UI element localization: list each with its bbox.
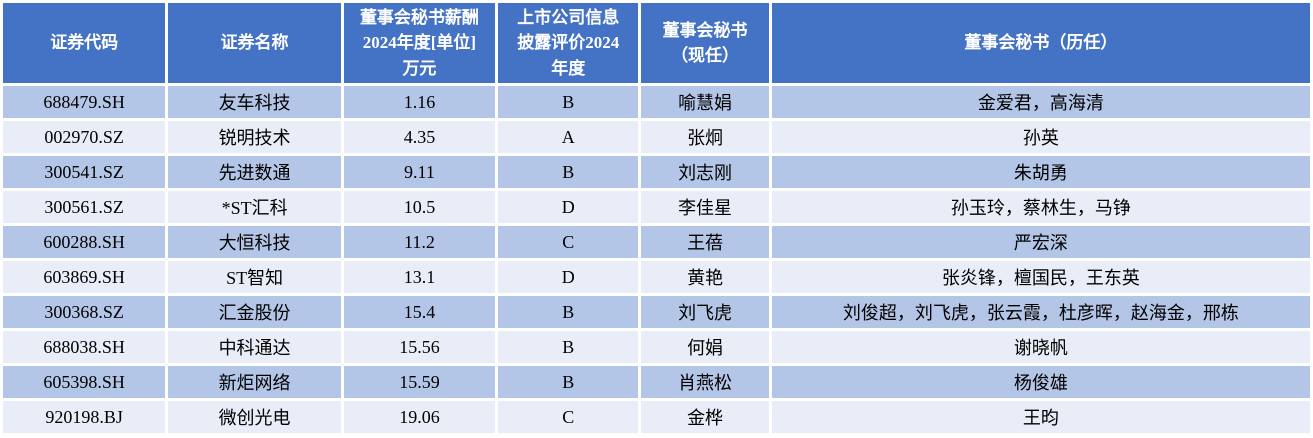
cell-current-secretary: 刘志刚 bbox=[641, 156, 769, 188]
cell-security-code: 300368.SZ bbox=[3, 296, 166, 328]
cell-security-name: 锐明技术 bbox=[168, 121, 341, 153]
cell-former-secretaries: 孙英 bbox=[771, 121, 1310, 153]
cell-former-secretaries: 张炎锋，檀国民，王东英 bbox=[771, 261, 1310, 293]
cell-security-name: ST智知 bbox=[168, 261, 341, 293]
cell-former-secretaries: 孙玉玲，蔡林生，马铮 bbox=[771, 191, 1310, 223]
column-header-salary-2024: 董事会秘书薪酬 2024年度[单位] 万元 bbox=[343, 3, 496, 83]
column-header-current-secretary: 董事会秘书 （现任） bbox=[641, 3, 769, 83]
cell-rating: D bbox=[498, 261, 639, 293]
cell-current-secretary: 刘飞虎 bbox=[641, 296, 769, 328]
cell-current-secretary: 黄艳 bbox=[641, 261, 769, 293]
cell-rating: B bbox=[498, 296, 639, 328]
table-row: 300368.SZ 汇金股份 15.4 B 刘飞虎 刘俊超，刘飞虎，张云霞，杜彦… bbox=[3, 296, 1310, 328]
column-header-disclosure-rating: 上市公司信息 披露评价2024 年度 bbox=[498, 3, 639, 83]
cell-current-secretary: 肖燕松 bbox=[641, 366, 769, 398]
table-row: 603869.SH ST智知 13.1 D 黄艳 张炎锋，檀国民，王东英 bbox=[3, 261, 1310, 293]
cell-salary: 9.11 bbox=[343, 156, 496, 188]
table-row: 600288.SH 大恒科技 11.2 C 王蓓 严宏深 bbox=[3, 226, 1310, 258]
cell-former-secretaries: 严宏深 bbox=[771, 226, 1310, 258]
cell-security-code: 002970.SZ bbox=[3, 121, 166, 153]
cell-security-name: 大恒科技 bbox=[168, 226, 341, 258]
table-row: 688038.SH 中科通达 15.56 B 何娟 谢晓帆 bbox=[3, 331, 1310, 363]
cell-salary: 11.2 bbox=[343, 226, 496, 258]
table-row: 688479.SH 友车科技 1.16 B 喻慧娟 金爱君，高海清 bbox=[3, 86, 1310, 118]
cell-salary: 1.16 bbox=[343, 86, 496, 118]
cell-salary: 10.5 bbox=[343, 191, 496, 223]
cell-rating: C bbox=[498, 401, 639, 433]
cell-security-code: 600288.SH bbox=[3, 226, 166, 258]
table-row: 605398.SH 新炬网络 15.59 B 肖燕松 杨俊雄 bbox=[3, 366, 1310, 398]
cell-security-name: 友车科技 bbox=[168, 86, 341, 118]
cell-current-secretary: 金桦 bbox=[641, 401, 769, 433]
table-body: 688479.SH 友车科技 1.16 B 喻慧娟 金爱君，高海清 002970… bbox=[3, 86, 1310, 433]
cell-former-secretaries: 刘俊超，刘飞虎，张云霞，杜彦晖，赵海金，邢栋 bbox=[771, 296, 1310, 328]
cell-salary: 15.4 bbox=[343, 296, 496, 328]
cell-security-code: 300541.SZ bbox=[3, 156, 166, 188]
cell-security-name: 新炬网络 bbox=[168, 366, 341, 398]
cell-rating: B bbox=[498, 366, 639, 398]
cell-rating: A bbox=[498, 121, 639, 153]
column-header-security-name: 证券名称 bbox=[168, 3, 341, 83]
cell-rating: B bbox=[498, 86, 639, 118]
cell-security-code: 300561.SZ bbox=[3, 191, 166, 223]
cell-current-secretary: 喻慧娟 bbox=[641, 86, 769, 118]
cell-security-name: 先进数通 bbox=[168, 156, 341, 188]
cell-salary: 13.1 bbox=[343, 261, 496, 293]
cell-former-secretaries: 杨俊雄 bbox=[771, 366, 1310, 398]
cell-security-code: 688038.SH bbox=[3, 331, 166, 363]
cell-rating: D bbox=[498, 191, 639, 223]
table-row: 002970.SZ 锐明技术 4.35 A 张炯 孙英 bbox=[3, 121, 1310, 153]
column-header-security-code: 证券代码 bbox=[3, 3, 166, 83]
cell-former-secretaries: 王昀 bbox=[771, 401, 1310, 433]
cell-salary: 15.56 bbox=[343, 331, 496, 363]
cell-current-secretary: 王蓓 bbox=[641, 226, 769, 258]
cell-security-name: 中科通达 bbox=[168, 331, 341, 363]
cell-security-name: 微创光电 bbox=[168, 401, 341, 433]
cell-security-code: 920198.BJ bbox=[3, 401, 166, 433]
cell-current-secretary: 何娟 bbox=[641, 331, 769, 363]
cell-security-code: 605398.SH bbox=[3, 366, 166, 398]
table-header-row: 证券代码 证券名称 董事会秘书薪酬 2024年度[单位] 万元 上市公司信息 披… bbox=[3, 3, 1310, 83]
cell-current-secretary: 李佳星 bbox=[641, 191, 769, 223]
column-header-former-secretaries: 董事会秘书（历任） bbox=[771, 3, 1310, 83]
table-row: 300561.SZ *ST汇科 10.5 D 李佳星 孙玉玲，蔡林生，马铮 bbox=[3, 191, 1310, 223]
cell-security-code: 688479.SH bbox=[3, 86, 166, 118]
table-row: 920198.BJ 微创光电 19.06 C 金桦 王昀 bbox=[3, 401, 1310, 433]
cell-salary: 4.35 bbox=[343, 121, 496, 153]
cell-former-secretaries: 朱胡勇 bbox=[771, 156, 1310, 188]
cell-security-name: *ST汇科 bbox=[168, 191, 341, 223]
cell-former-secretaries: 金爱君，高海清 bbox=[771, 86, 1310, 118]
cell-security-code: 603869.SH bbox=[3, 261, 166, 293]
cell-security-name: 汇金股份 bbox=[168, 296, 341, 328]
cell-salary: 19.06 bbox=[343, 401, 496, 433]
table-row: 300541.SZ 先进数通 9.11 B 刘志刚 朱胡勇 bbox=[3, 156, 1310, 188]
cell-rating: B bbox=[498, 331, 639, 363]
cell-former-secretaries: 谢晓帆 bbox=[771, 331, 1310, 363]
cell-rating: C bbox=[498, 226, 639, 258]
cell-current-secretary: 张炯 bbox=[641, 121, 769, 153]
cell-rating: B bbox=[498, 156, 639, 188]
cell-salary: 15.59 bbox=[343, 366, 496, 398]
